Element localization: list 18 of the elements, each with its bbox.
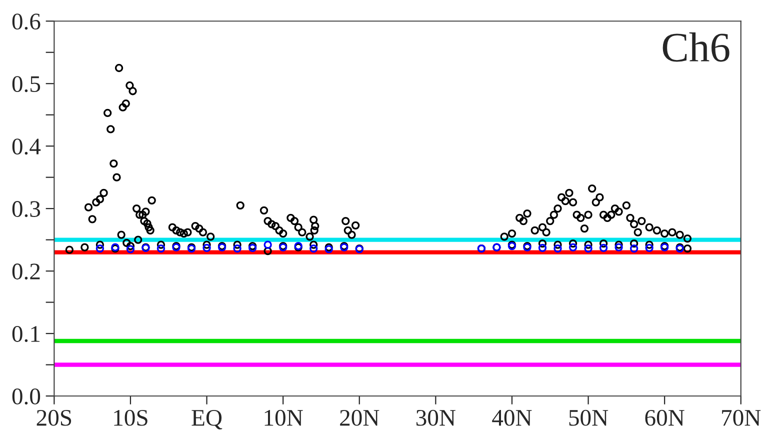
annotation: Ch6 — [662, 32, 730, 62]
y-tick-label: 0.1 — [12, 326, 40, 342]
x-tick-label: 50N — [569, 410, 608, 426]
y-tick-label: 0.0 — [12, 388, 40, 405]
y-tick-label: 0.6 — [12, 14, 40, 30]
x-tick-label: 30N — [416, 410, 456, 426]
y-tick-label: 0.3 — [12, 201, 40, 218]
y-tick-label: 0.2 — [12, 264, 40, 280]
x-tick-label: 20S — [36, 410, 72, 426]
x-tick-label: 60N — [645, 410, 684, 426]
x-tick-label: 10N — [264, 410, 303, 426]
x-tick-label: EQ — [192, 410, 222, 430]
x-tick-label: 70N — [722, 410, 761, 426]
x-tick-label: 40N — [492, 410, 532, 426]
y-tick-label: 0.5 — [12, 76, 40, 92]
x-tick-label: 20N — [340, 410, 380, 426]
y-tick-label: 0.4 — [12, 138, 41, 155]
x-tick-label: 10S — [114, 410, 148, 426]
